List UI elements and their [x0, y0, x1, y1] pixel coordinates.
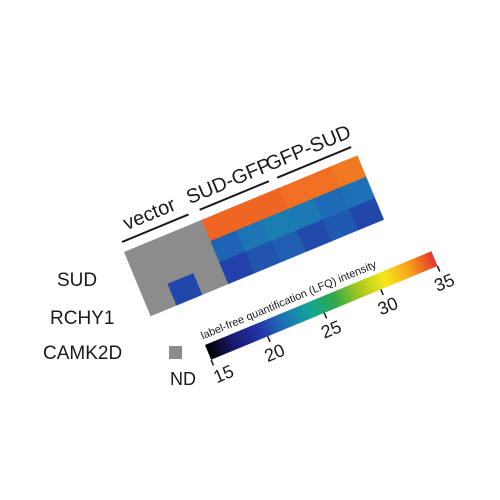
heatmap-cell [141, 283, 178, 317]
colorbar-tick-label: 15 [210, 361, 236, 387]
heatmap-cell [313, 187, 350, 221]
heatmap-cells [124, 155, 385, 317]
heatmap-cell [158, 251, 195, 285]
group-bracket-sud-gfp [199, 180, 270, 211]
colorbar-tick [323, 312, 328, 319]
group-bracket-vector [121, 213, 189, 243]
heatmap-cell [348, 197, 385, 231]
heatmap-cell [305, 166, 341, 199]
colorbar-tick [210, 359, 215, 366]
row-label-sud: SUD [57, 270, 97, 291]
colorbar [205, 251, 438, 360]
heatmap-cell [330, 155, 367, 189]
heatmap-cell [167, 272, 203, 306]
colorbar-tick [267, 336, 271, 343]
heatmap-cell [270, 229, 307, 263]
heatmap-cell [149, 230, 186, 264]
colorbar-tick-label: 30 [375, 293, 401, 319]
heatmap-cell [322, 208, 359, 242]
nd-legend-swatch [169, 346, 182, 359]
heatmap-cell [210, 230, 246, 263]
heatmap-cell [193, 262, 229, 295]
row-label-rchy1: RCHY1 [50, 308, 114, 329]
heatmap-cell [227, 198, 263, 231]
heatmap-cell [279, 176, 315, 210]
heatmap-cell [288, 198, 324, 231]
nd-legend-label: ND [170, 369, 196, 389]
colorbar-tick-label: 25 [318, 316, 344, 342]
colorbar-tick [436, 265, 441, 272]
group-bracket-gfp-sud [276, 146, 352, 179]
colorbar-tick-label: 35 [431, 270, 457, 296]
heatmap-cell [262, 208, 298, 242]
heatmap-cell [132, 262, 169, 296]
heatmap-cell [236, 219, 272, 253]
heatmap-cell [339, 176, 376, 210]
heatmap-cell [201, 208, 238, 242]
heatmap-cell [175, 219, 212, 253]
colorbar-tick [380, 289, 384, 296]
heatmap-cell [124, 241, 160, 274]
heatmap-cell [253, 187, 289, 221]
heatmap-cell [245, 240, 281, 274]
heatmap-cell [296, 219, 333, 253]
row-label-camk2d: CAMK2D [43, 343, 122, 364]
heatmap-cell [219, 251, 255, 285]
group-label-vector: vector [120, 194, 179, 235]
colorbar-tick-label: 20 [262, 340, 288, 366]
heatmap-cell [184, 240, 220, 274]
